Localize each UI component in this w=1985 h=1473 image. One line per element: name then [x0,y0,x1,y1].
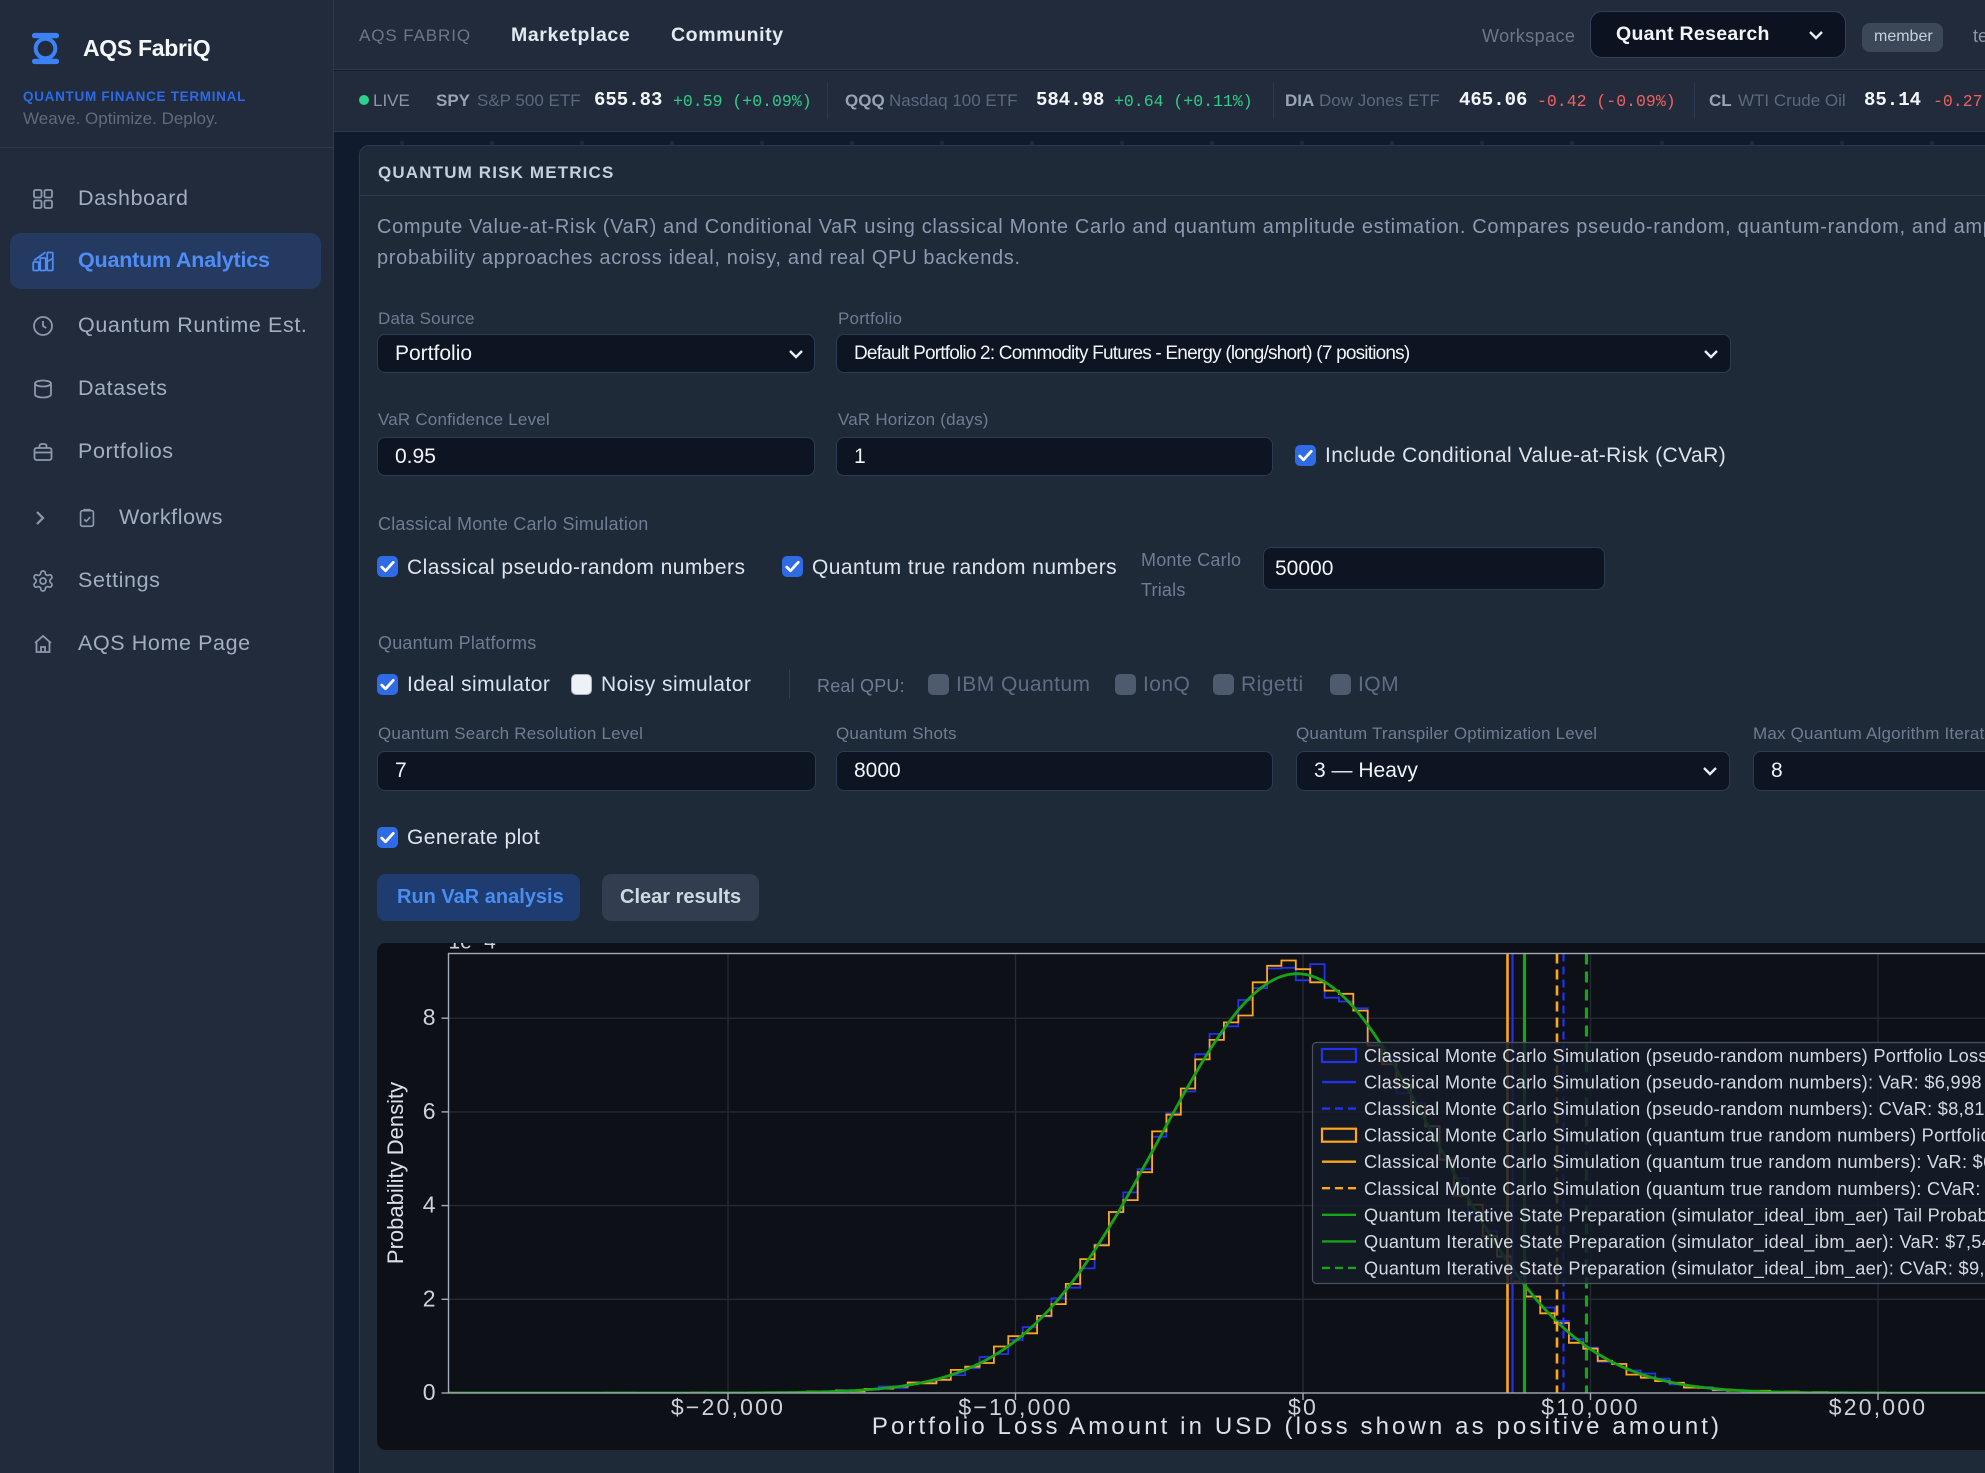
svg-text:6: 6 [423,1098,436,1124]
svg-text:Classical Monte Carlo Simulati: Classical Monte Carlo Simulation (pseudo… [1364,1046,1985,1066]
svg-text:$20,000: $20,000 [1829,1394,1928,1420]
svg-text:2: 2 [423,1285,436,1311]
svg-text:$−10,000: $−10,000 [958,1394,1072,1420]
svg-text:Classical Monte Carlo Simulati: Classical Monte Carlo Simulation (quantu… [1364,1126,1985,1146]
svg-text:$−20,000: $−20,000 [671,1394,785,1420]
svg-text:0: 0 [423,1379,436,1405]
svg-text:$0: $0 [1288,1394,1318,1420]
svg-text:8: 8 [423,1004,436,1030]
svg-text:4: 4 [423,1192,436,1218]
svg-text:1e−4: 1e−4 [449,943,497,954]
svg-text:Classical Monte Carlo Simulati: Classical Monte Carlo Simulation (quantu… [1364,1179,1985,1199]
svg-text:Quantum Iterative State Prepar: Quantum Iterative State Preparation (sim… [1364,1205,1985,1226]
svg-text:Quantum Iterative State Prepar: Quantum Iterative State Preparation (sim… [1364,1232,1985,1253]
svg-text:Classical Monte Carlo Simulati: Classical Monte Carlo Simulation (pseudo… [1364,1099,1985,1119]
svg-text:Classical Monte Carlo Simulati: Classical Monte Carlo Simulation (pseudo… [1364,1073,1982,1093]
svg-text:Classical Monte Carlo Simulati: Classical Monte Carlo Simulation (quantu… [1364,1152,1985,1172]
svg-text:Probability Density: Probability Density [383,1082,408,1264]
svg-text:Quantum Iterative State Prepar: Quantum Iterative State Preparation (sim… [1364,1258,1985,1279]
svg-text:$10,000: $10,000 [1541,1394,1640,1420]
svg-text:Portfolio Loss Amount in USD (: Portfolio Loss Amount in USD (loss shown… [872,1413,1722,1440]
